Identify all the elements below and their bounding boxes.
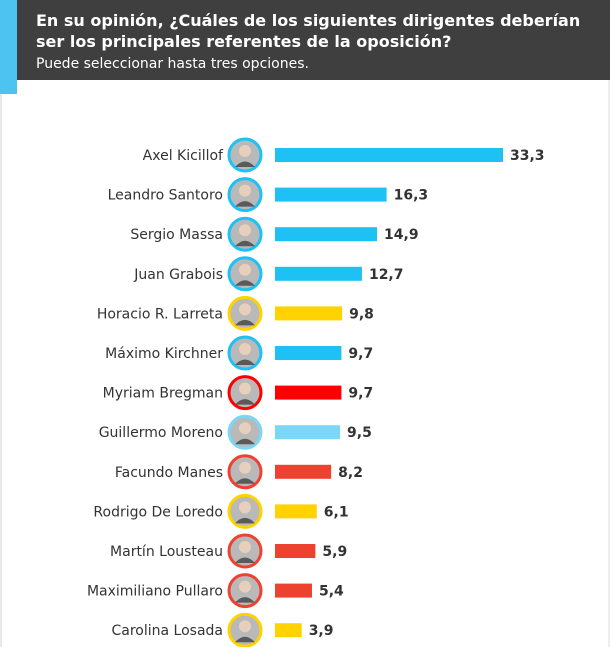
value-label: 9,7 (348, 386, 373, 402)
category-label: Axel Kicillof (143, 148, 224, 164)
person-avatar-icon (227, 177, 263, 213)
value-label: 8,2 (338, 465, 363, 481)
accent-stripe (0, 0, 17, 94)
value-label: 12,7 (369, 267, 404, 283)
header-box (17, 0, 610, 80)
value-label: 9,8 (349, 306, 374, 322)
category-label: Sergio Massa (130, 227, 223, 243)
category-label: Máximo Kirchner (105, 346, 223, 362)
bar (275, 227, 378, 242)
category-label: Guillermo Moreno (99, 425, 223, 441)
category-label: Facundo Manes (115, 465, 223, 481)
frame-border-left (0, 94, 2, 647)
category-label: Carolina Losada (111, 623, 223, 639)
category-label: Leandro Santoro (108, 188, 223, 204)
value-label: 5,4 (319, 584, 344, 600)
bar (275, 148, 503, 162)
bar (275, 623, 302, 638)
value-label: 5,9 (322, 544, 347, 560)
person-avatar-icon (227, 335, 263, 371)
bar (275, 583, 312, 598)
person-avatar-icon (227, 454, 263, 490)
value-label: 9,7 (348, 346, 373, 362)
bar (275, 385, 342, 400)
chart-question: En su opinión, ¿Cuáles de los siguientes… (36, 11, 581, 51)
category-label: Maximiliano Pullaro (87, 584, 223, 600)
value-label: 16,3 (394, 188, 429, 204)
bar (275, 266, 362, 281)
person-avatar-icon (227, 256, 263, 292)
value-label: 33,3 (510, 148, 545, 164)
bar (275, 187, 387, 202)
value-label: 9,5 (347, 425, 372, 441)
person-avatar-icon (227, 493, 263, 529)
bar (275, 504, 317, 519)
category-label: Rodrigo De Loredo (93, 504, 223, 520)
chart-subtitle: Puede seleccionar hasta tres opciones. (36, 56, 309, 72)
person-avatar-icon (227, 612, 263, 647)
person-avatar-icon (227, 295, 263, 331)
bar (275, 464, 332, 479)
frame-border-right (608, 80, 610, 647)
value-label: 6,1 (324, 504, 349, 520)
value-label: 3,9 (309, 623, 334, 639)
person-avatar-icon (227, 375, 263, 411)
bar (275, 544, 316, 558)
category-label: Horacio R. Larreta (97, 306, 223, 322)
category-label: Myriam Bregman (103, 386, 223, 402)
person-avatar-icon (227, 137, 263, 173)
bar (275, 425, 341, 440)
person-avatar-icon (227, 414, 263, 450)
chart-header: En su opinión, ¿Cuáles de los siguientes… (0, 0, 610, 94)
value-label: 14,9 (384, 227, 419, 243)
bar (275, 306, 343, 321)
person-avatar-icon (227, 573, 263, 609)
category-label: Juan Grabois (133, 267, 223, 283)
person-avatar-icon (227, 216, 263, 252)
bar (275, 346, 342, 360)
category-label: Martín Lousteau (110, 544, 223, 560)
person-avatar-icon (227, 533, 263, 569)
